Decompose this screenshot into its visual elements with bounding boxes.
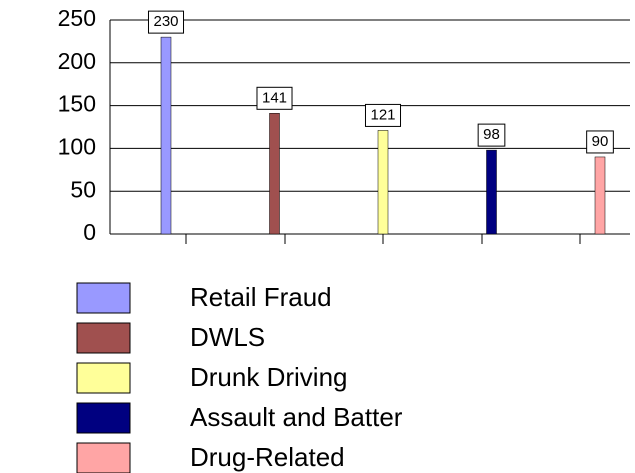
y-tick-label: 50 <box>70 176 96 202</box>
legend-label: Drunk Driving <box>190 362 348 392</box>
value-label: 98 <box>483 126 500 143</box>
value-label: 90 <box>592 133 609 150</box>
y-tick-label: 0 <box>83 219 96 245</box>
bar <box>594 156 606 235</box>
legend-swatch <box>76 442 131 473</box>
value-label-box <box>147 10 185 34</box>
bar <box>486 149 497 235</box>
value-label-box <box>586 130 614 154</box>
value-label: 141 <box>262 89 287 106</box>
bar <box>269 113 280 235</box>
legend-label: DWLS <box>190 322 265 352</box>
value-label: 230 <box>153 13 178 30</box>
legend-label: Drug-Related <box>190 442 345 472</box>
legend-label: Retail Fraud <box>190 282 332 312</box>
y-tick-label: 200 <box>58 48 96 74</box>
legend-swatch <box>76 282 131 314</box>
legend-swatch <box>76 322 131 354</box>
legend-swatch <box>76 402 131 434</box>
legend-label: Assault and Batter <box>190 402 403 432</box>
value-label-box <box>477 123 506 147</box>
y-tick-label: 100 <box>58 133 96 159</box>
value-label-box <box>256 86 293 110</box>
y-tick-label: 150 <box>58 91 96 117</box>
bar <box>377 130 389 235</box>
bar <box>160 36 172 235</box>
x-axis-ticks <box>185 234 581 244</box>
legend-swatch <box>76 362 131 394</box>
value-label: 121 <box>370 106 395 123</box>
y-tick-label: 250 <box>58 5 96 31</box>
value-label-box <box>364 103 402 127</box>
